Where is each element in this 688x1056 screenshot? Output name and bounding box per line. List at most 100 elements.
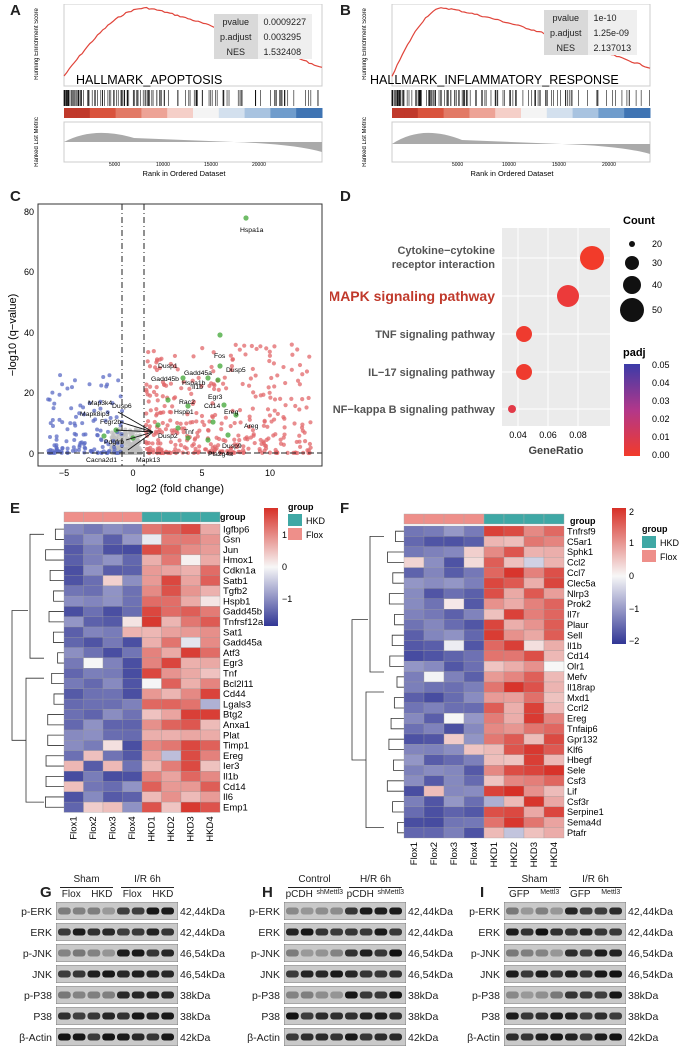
heatmap-cell: [83, 575, 104, 586]
heatmap-cell: [200, 729, 221, 741]
heatmap-cell: [483, 806, 505, 818]
heatmap-cell: [463, 827, 485, 839]
volcano-gene-label: Egr3: [208, 394, 223, 401]
western-blot-h: Control H/R 6h pCDH shMettl3 pCDH shMettl3 p-E…: [230, 874, 458, 1056]
volcano-point: [116, 450, 121, 455]
heatmap-cell: [543, 713, 565, 724]
heatmap-cell: [200, 760, 221, 772]
blot-band: [161, 970, 174, 978]
padj-legend-value: 0.04: [652, 378, 670, 388]
volcano-ytick: 20: [24, 388, 34, 398]
volcano-label-leader: [125, 431, 154, 441]
heatmap-cell: [463, 754, 485, 766]
heatmap-cell: [200, 740, 221, 751]
heatmap-cell: [523, 775, 545, 787]
heatmap-cell: [63, 760, 84, 772]
heatmap-cell: [102, 544, 123, 556]
blot-band: [161, 949, 174, 957]
heatmap-cell: [523, 744, 545, 755]
blot-band: [579, 1012, 593, 1020]
heatmap-gene-label: Gadd45a: [223, 638, 263, 649]
volcano-point: [155, 422, 161, 428]
heatmap-cell: [180, 678, 201, 689]
rank-strip-cell: [205, 108, 220, 118]
blot-band: [117, 949, 130, 957]
heatmap-cell: [403, 754, 425, 766]
heatmap-cell: [63, 626, 84, 638]
blot-strip: [56, 944, 178, 962]
volcano-point: [154, 392, 159, 398]
blot-band: [565, 970, 578, 978]
blot-band: [594, 991, 608, 999]
blot-band: [550, 949, 563, 957]
heatmap-cell: [463, 785, 485, 797]
heatmap-cell: [543, 650, 565, 662]
heatmap-cell: [443, 536, 465, 547]
heatmap-cell: [483, 702, 505, 714]
blot-band: [374, 949, 388, 957]
blot-band: [550, 1033, 563, 1041]
volcano-point: [250, 366, 255, 372]
heatmap-cell: [463, 577, 485, 589]
volcano-point: [187, 386, 192, 391]
volcano-point: [116, 445, 121, 450]
volcano-point: [60, 382, 65, 387]
blot-band: [579, 907, 593, 915]
volcano-point: [282, 425, 287, 430]
heatmap-cell: [200, 750, 221, 762]
heatmap-cell: [161, 668, 182, 679]
heatmap-gene-label: Cd44: [223, 689, 246, 700]
blot-kda-label: 42kDa: [628, 1032, 659, 1044]
blot-kda-label: 46,54kDa: [180, 948, 225, 960]
stat-key: p.adjust: [214, 29, 258, 44]
legend-swatch-hkd: [288, 514, 302, 526]
panel-label-h: H: [262, 884, 273, 901]
blot-band: [345, 1012, 358, 1020]
heatmap-cell: [180, 637, 201, 648]
heatmap-cell: [503, 536, 525, 547]
volcano-point: [144, 430, 149, 435]
heatmap-cell: [403, 775, 425, 787]
heatmap-cell: [463, 744, 485, 755]
rank-strip-cell: [611, 108, 625, 118]
volcano-point: [151, 432, 156, 438]
volcano-gene-label: Hspa1a: [240, 227, 264, 234]
volcano-point: [144, 382, 149, 387]
heatmap-cell: [463, 525, 485, 537]
blot-band: [506, 970, 519, 978]
volcano-point: [238, 420, 243, 425]
heatmap-cell: [443, 806, 465, 818]
heatmap-cell: [503, 567, 525, 579]
volcano-point: [258, 344, 263, 349]
heatmap-cell: [83, 657, 104, 669]
volcano-point: [152, 419, 157, 425]
blot-band: [286, 1012, 299, 1020]
volcano-point: [144, 389, 149, 394]
heatmap-cell: [180, 740, 201, 751]
volcano-point: [290, 352, 295, 357]
blot-band: [520, 928, 534, 936]
blot-protein-label: β-Actin: [19, 1032, 52, 1044]
volcano-point: [124, 447, 129, 452]
panel-label-g: G: [40, 884, 52, 901]
blot-band: [389, 949, 402, 957]
heatmap-cell: [503, 557, 525, 568]
scale-label: 0: [629, 571, 634, 581]
volcano-point: [219, 449, 224, 454]
heatmap-cell: [200, 688, 221, 700]
rank-strip-cell: [404, 108, 419, 118]
blot-band: [87, 1012, 101, 1020]
volcano-gene-label: Tnf: [184, 429, 194, 436]
heatmap-cell: [161, 626, 182, 638]
blot-protein-label: ERK: [258, 927, 280, 939]
heatmap-cell: [200, 534, 221, 545]
blot-band: [565, 949, 578, 957]
blot-strip: [284, 1007, 406, 1025]
volcano-gene-label: Hspa1b: [182, 380, 206, 387]
heatmap-f-dendrogram: [351, 530, 404, 834]
gsea-b-metric-area: [392, 132, 650, 154]
heatmap-cell: [463, 567, 485, 579]
heatmap-cell: [543, 525, 565, 537]
volcano-point: [258, 393, 263, 398]
blot-band: [594, 1012, 608, 1020]
